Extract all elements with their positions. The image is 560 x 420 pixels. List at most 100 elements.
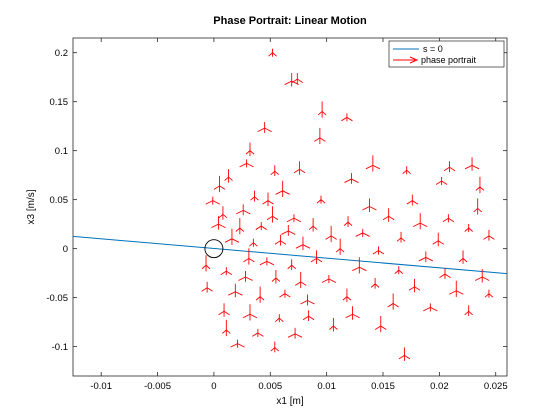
phase-arrow: [266, 206, 279, 223]
phase-arrow-head: [310, 257, 323, 263]
phase-arrow-head: [236, 209, 251, 215]
phase-arrow: [262, 192, 274, 207]
phase-arrow-head: [295, 244, 311, 249]
phase-arrow: [365, 155, 381, 172]
phase-arrow: [286, 214, 302, 223]
phase-arrow-head: [238, 276, 253, 281]
phase-arrow-head: [355, 232, 370, 237]
chart-title: Phase Portrait: Linear Motion: [213, 15, 367, 27]
phase-arrow: [287, 259, 296, 271]
phase-arrow: [394, 266, 404, 275]
phase-arrow-head: [271, 277, 281, 282]
phase-arrow: [300, 294, 315, 306]
phase-arrow: [257, 122, 272, 133]
phase-arrow: [341, 113, 353, 122]
phase-arrow-head: [250, 196, 259, 201]
phase-arrow-head: [474, 276, 490, 281]
x-tick-label: 0: [211, 381, 216, 392]
phase-arrow-head: [314, 137, 326, 142]
phase-arrow-head: [406, 200, 419, 205]
x-axis-label: x1 [m]: [276, 396, 303, 407]
phase-arrow: [475, 176, 485, 194]
phase-arrow-head: [321, 278, 337, 283]
phase-arrow-head: [372, 250, 385, 255]
phase-arrow-head: [342, 296, 352, 301]
phase-arrow-head: [228, 291, 243, 296]
phase-arrow-head: [335, 247, 345, 253]
phase-arrow: [372, 246, 385, 255]
phase-arrow-head: [255, 296, 265, 301]
phase-arrow: [236, 204, 251, 216]
phase-arrow-head: [408, 286, 421, 291]
y-tick-label: -0.05: [46, 293, 68, 304]
phase-arrow-head: [352, 266, 367, 272]
phase-arrow: [464, 157, 480, 171]
phase-arrow-head: [293, 168, 306, 174]
phase-arrow-head: [439, 273, 451, 278]
phase-arrow-head: [329, 325, 338, 330]
legend-label-s0: s = 0: [423, 44, 443, 54]
phase-arrow: [484, 289, 494, 298]
phase-arrow: [252, 328, 264, 337]
phase-arrow: [352, 257, 367, 274]
y-tick-label: -0.1: [52, 342, 68, 353]
phase-arrow: [284, 73, 299, 87]
phase-arrow: [205, 196, 220, 205]
phase-arrow-head: [257, 127, 272, 132]
x-tick-label: -0.005: [144, 381, 171, 392]
phase-arrow-head: [201, 264, 211, 270]
axes-layer: -0.01 -0.005 0 0.005 0.01 0.015 0.02 0.025 -0.1 -…: [46, 38, 508, 392]
phase-arrow: [370, 277, 380, 289]
phase-arrow-head: [308, 225, 318, 230]
y-tick-label: 0.05: [50, 195, 69, 206]
legend[interactable]: s = 0 phase portrait: [388, 40, 505, 68]
phase-arrow-head: [341, 116, 353, 122]
phase-arrow: [220, 267, 233, 276]
phase-arrow: [343, 216, 353, 227]
phase-arrow: [439, 268, 451, 279]
phase-arrow-head: [387, 302, 399, 308]
phase-arrow: [250, 190, 259, 202]
phase-arrow-head: [343, 221, 353, 226]
phase-arrow: [291, 73, 304, 84]
phase-arrow: [279, 289, 291, 298]
phase-arrow-head: [268, 52, 277, 57]
phase-arrow-head: [279, 293, 291, 298]
phase-arrow: [442, 214, 455, 223]
phase-arrow: [275, 180, 290, 197]
phase-arrow: [211, 216, 226, 230]
phase-arrow: [316, 195, 326, 204]
phase-arrow: [342, 288, 352, 303]
phase-arrow-head: [224, 176, 233, 181]
phase-arrow: [293, 161, 306, 175]
phase-arrow-head: [266, 215, 279, 221]
phase-arrow: [317, 101, 327, 118]
phase-arrow: [243, 248, 255, 265]
phase-arrow: [406, 194, 419, 206]
phase-arrow: [345, 306, 360, 320]
phase-arrow: [218, 206, 228, 220]
phase-arrow: [224, 169, 233, 183]
phase-arrow: [295, 236, 311, 251]
phase-arrow: [242, 304, 258, 321]
phase-arrow: [255, 222, 267, 231]
phase-arrow: [213, 175, 226, 193]
phase-arrow: [274, 314, 284, 323]
phase-arrow: [302, 310, 315, 321]
phase-arrow: [310, 250, 323, 264]
phase-arrow: [464, 224, 473, 233]
x-tick-label: 0.005: [258, 381, 282, 392]
phase-arrow: [201, 255, 211, 272]
phase-arrow: [443, 161, 456, 173]
phase-arrow-head: [274, 240, 287, 245]
phase-arrow: [274, 234, 287, 246]
phase-arrow-head: [458, 257, 468, 263]
legend-box: [388, 40, 505, 68]
phase-arrow-head: [205, 200, 220, 205]
phase-arrow-head: [375, 325, 387, 330]
phase-arrow: [218, 303, 230, 317]
y-tick-label: 0: [63, 244, 68, 255]
phase-arrow: [474, 269, 490, 283]
phase-arrow-head: [362, 205, 377, 211]
phase-arrow: [398, 347, 411, 361]
